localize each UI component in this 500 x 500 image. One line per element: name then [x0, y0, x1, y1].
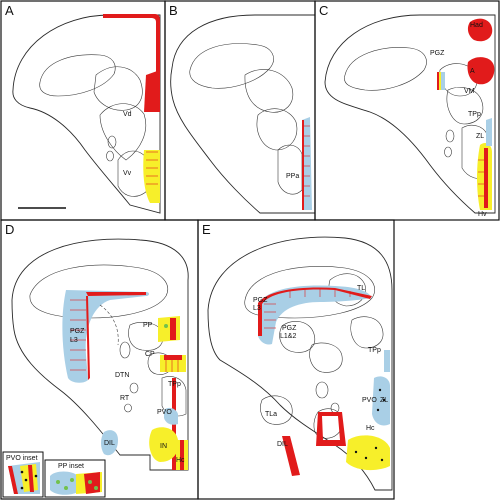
label-tla: TLa [265, 411, 277, 418]
label-tpp-e: TPp [368, 347, 381, 354]
label-zl-e: ZL [380, 397, 388, 404]
label-rt: RT [120, 395, 130, 402]
label-l3-d: L3 [70, 337, 78, 344]
pp-inset-label: PP inset [58, 463, 84, 470]
label-zl-c: ZL [476, 133, 484, 140]
label-hc-d: Hc [176, 457, 185, 464]
label-pgz-d: PGZ [70, 328, 85, 335]
label-pgz-e1: PGZ [253, 297, 268, 304]
label-ppa: PPa [286, 173, 299, 180]
label-hc-e: Hc [366, 425, 375, 432]
label-tl: TL [357, 285, 365, 292]
panel-b: B PPa [164, 0, 316, 221]
label-had: Had [470, 22, 483, 29]
label-tpp-c: TPp [468, 111, 481, 118]
pvo-inset-label: PVO inset [6, 455, 38, 462]
label-pvo-e: PVO [362, 397, 377, 404]
label-tpp-d: TPp [168, 381, 181, 388]
panel-a: A Vd Vv [0, 0, 166, 221]
label-dtn: DTN [115, 372, 129, 379]
label-hv: Hv [478, 211, 487, 218]
label-pgz-e2: PGZ [282, 325, 297, 332]
panel-d: D PGZ L3 PP [0, 219, 199, 500]
panel-e: E TL PGZ L3 PGZ [197, 219, 395, 500]
label-vd: Vd [123, 111, 132, 118]
panel-letter-e: E [202, 222, 211, 237]
pvo-inset: PVO inset [2, 451, 44, 498]
label-pgz-c: PGZ [430, 50, 445, 57]
label-pp: PP [143, 322, 153, 329]
label-pvo-d: PVO [157, 409, 172, 416]
label-a: A [470, 68, 475, 75]
panel-letter-a: A [5, 3, 14, 18]
label-in: IN [160, 443, 167, 450]
label-dil-d: DIL [104, 440, 115, 447]
label-vm: VM [464, 88, 475, 95]
panel-letter-b: B [169, 3, 178, 18]
panel-c: C Had PGZ A VM TPp ZL Hv [314, 0, 500, 221]
label-l1-2: L1&2 [280, 333, 296, 340]
label-vv: Vv [123, 170, 132, 177]
label-cp: CP [145, 351, 155, 358]
label-l3-e: L3 [253, 305, 261, 312]
panel-letter-d: D [5, 222, 14, 237]
label-dil-e: DIL [277, 441, 288, 448]
panel-letter-c: C [319, 3, 328, 18]
pp-inset: PP inset [44, 459, 106, 498]
